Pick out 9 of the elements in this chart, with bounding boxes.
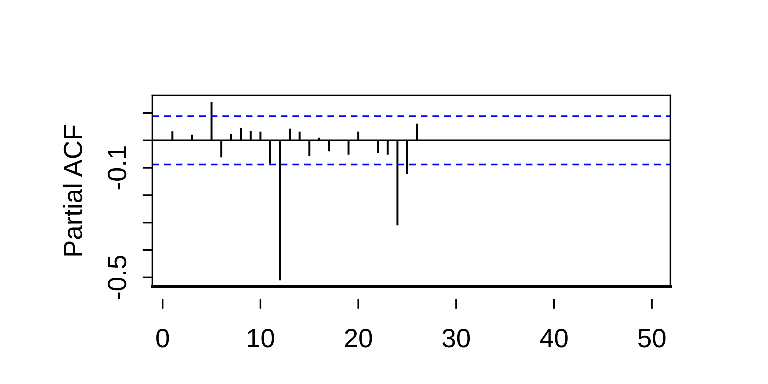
x-tick-label: 0 [156,329,170,348]
x-tick-label: 40 [540,329,568,348]
y-tick-label: -0.1 [108,146,127,190]
x-tick-label: 30 [442,329,470,348]
x-tick-label: 10 [248,329,274,348]
x-tick-label: 50 [638,329,666,348]
y-tick-label: -0.5 [108,256,127,300]
y-axis-title: Partial ACF [63,126,83,256]
x-tick-label: 20 [345,329,372,348]
